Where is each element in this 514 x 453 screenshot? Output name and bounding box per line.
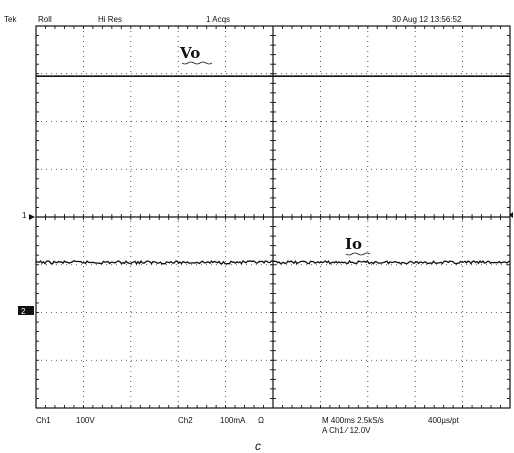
timestamp-label: 30 Aug 12 13:56:52 xyxy=(392,15,462,24)
resolution-readout: 400µs/pt xyxy=(428,416,460,425)
acq-count-label: 1 Acqs xyxy=(206,15,230,24)
acq-mode-label: Hi Res xyxy=(98,15,122,24)
io-underline xyxy=(345,252,371,256)
ch2-coupling: Ω xyxy=(258,416,264,425)
vo-underline xyxy=(181,61,213,65)
ch2-ref-marker: 2 xyxy=(18,306,34,316)
series-trace-io xyxy=(35,259,511,265)
series-label-io: Io xyxy=(345,235,362,253)
trigger-readout: A Ch1 ⁄ 12.0V xyxy=(322,426,371,435)
graticule xyxy=(29,25,513,409)
ch1-name: Ch1 xyxy=(36,416,51,425)
timebase-readout: M 400ms 2.5kS/s xyxy=(322,416,384,425)
ch1-ref-marker: 1 xyxy=(22,211,27,220)
ch2-ref-label: 2 xyxy=(21,307,26,316)
figure-caption: c xyxy=(255,439,261,453)
ch2-scale: 100mA xyxy=(220,416,246,425)
trigger-level-marker xyxy=(509,212,513,218)
series-label-vo: Vo xyxy=(179,44,200,62)
ch1-scale: 100V xyxy=(76,416,95,425)
brand-label: Tek xyxy=(4,15,17,24)
mode-label: Roll xyxy=(38,15,52,24)
ch1-ref-arrow xyxy=(29,214,35,220)
ch2-name: Ch2 xyxy=(178,416,193,425)
